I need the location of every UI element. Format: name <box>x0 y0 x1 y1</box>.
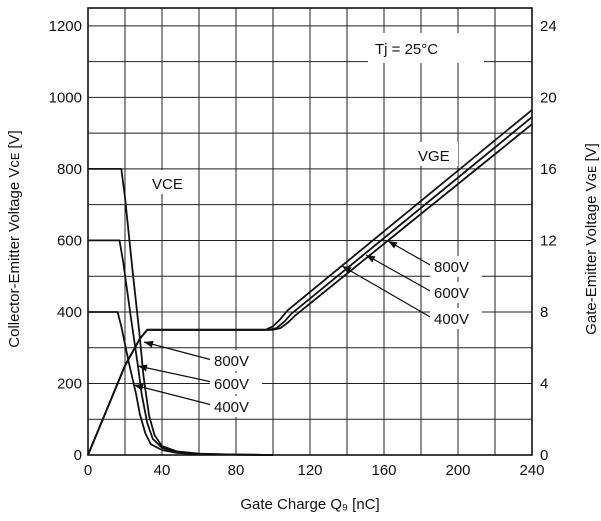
vce-600-label-background <box>210 373 262 394</box>
arrow-vce-600v <box>137 365 213 383</box>
vce-400-label-background <box>210 396 262 417</box>
x-tick-label: 40 <box>154 462 171 479</box>
series-lines <box>87 109 533 456</box>
arrow-vce-800v-head <box>144 340 154 348</box>
y2-tick-label: 0 <box>540 447 548 464</box>
y-axis-title: Collector-Emitter Voltage Vᴄᴇ [V] <box>6 130 23 347</box>
vge-400-label-group: 400V <box>430 308 482 329</box>
arrow-vce-400v-head <box>134 383 144 391</box>
vge-line-400v <box>87 123 533 456</box>
arrow-vge-600v <box>365 254 433 293</box>
y2-axis-title: Gate-Emitter Voltage Vɢᴇ [V] <box>583 143 600 335</box>
vge-600v-label: 600V <box>434 285 469 302</box>
vce-400v-label: 400V <box>214 399 249 416</box>
y-tick-label: 600 <box>57 232 82 249</box>
vce-label-group: VCE <box>146 170 192 194</box>
y2-tick-label: 12 <box>540 232 557 249</box>
x-tick-label: 160 <box>371 462 396 479</box>
vge-curve-label: VGE <box>418 148 450 165</box>
y2-tick-label: 20 <box>540 89 557 106</box>
vge-800-label-background <box>430 256 482 277</box>
vge-600-label-group: 600V <box>430 282 482 303</box>
plot-frame <box>87 7 533 456</box>
x-tick-label: 80 <box>228 462 245 479</box>
arrow-vce-400v <box>133 384 213 406</box>
y2-tick-label: 24 <box>540 18 557 35</box>
vce-800v-label: 800V <box>214 353 249 370</box>
vge-label-group: VGE <box>412 142 458 166</box>
arrow-vge-600v-head <box>366 255 376 263</box>
vce-600v-label: 600V <box>214 376 249 393</box>
x-axis-title: Gate Charge Q₉ [nC] <box>240 496 379 513</box>
y-tick-label: 1000 <box>49 89 82 106</box>
tick-labels: 0 40 80 120 160 200 24002004006008001000120004… <box>49 18 557 479</box>
x-tick-label: 120 <box>297 462 322 479</box>
condition-box-background <box>368 33 484 63</box>
x-tick-label: 240 <box>519 462 544 479</box>
arrow-vge-400v <box>341 265 433 319</box>
vge-400v-label: 400V <box>434 311 469 328</box>
vce-line-400v <box>88 311 274 456</box>
arrow-vge-400v-head <box>342 266 352 274</box>
condition-label: Tj = 25°C <box>375 41 438 58</box>
vge-800v-label: 800V <box>434 259 469 276</box>
y2-tick-label: 4 <box>540 375 548 392</box>
y-tick-label: 200 <box>57 375 82 392</box>
x-tick-label: 0 <box>84 462 92 479</box>
vce-800-label-group: 800V <box>210 350 262 371</box>
arrow-vce-600v-head <box>138 364 148 372</box>
vge-400-label-background <box>430 308 482 329</box>
vce-curve-label: VCE <box>152 176 183 193</box>
vce-400-label-group: 400V <box>210 396 262 417</box>
condition-box: Tj = 25°C <box>368 33 484 63</box>
annotation-arrows <box>133 240 433 406</box>
vce-label-background <box>146 170 192 194</box>
x-tick-label: 200 <box>445 462 470 479</box>
y2-tick-label: 16 <box>540 161 557 178</box>
y-tick-label: 0 <box>74 447 82 464</box>
y-tick-label: 800 <box>57 161 82 178</box>
vge-label-background <box>412 142 458 166</box>
y2-tick-label: 8 <box>540 304 548 321</box>
y-tick-label: 1200 <box>49 18 82 35</box>
vce-600-label-group: 600V <box>210 373 262 394</box>
arrow-vce-800v <box>143 341 213 361</box>
vge-800-label-group: 800V <box>430 256 482 277</box>
vce-800-label-background <box>210 350 262 371</box>
y-tick-label: 400 <box>57 304 82 321</box>
vge-600-label-background <box>430 282 482 303</box>
arrow-vge-800v-head <box>388 241 398 249</box>
